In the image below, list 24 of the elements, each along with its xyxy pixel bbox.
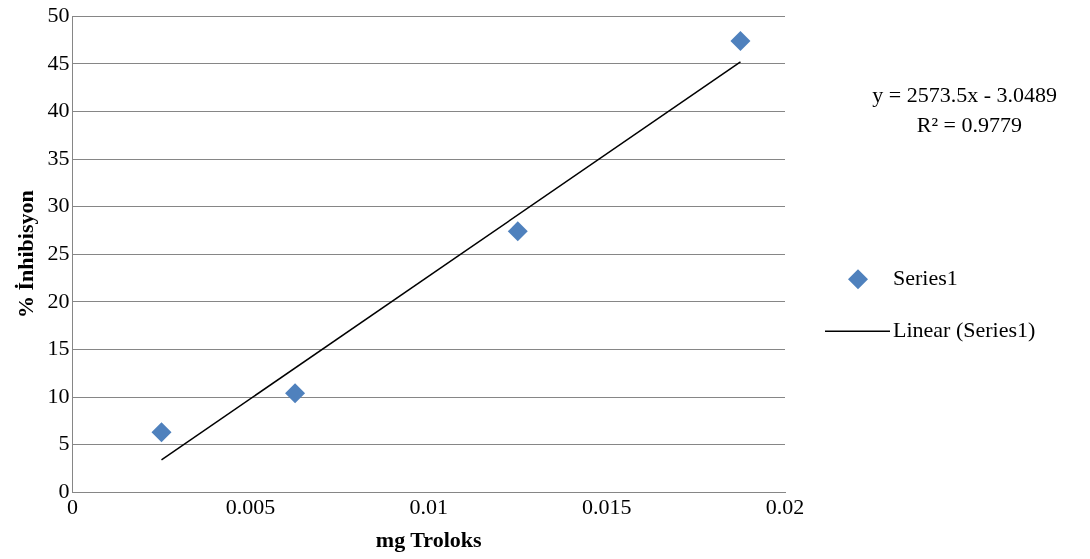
x-tick-label: 0.005	[225, 494, 276, 520]
x-tick-label: 0.02	[765, 494, 805, 520]
y-tick-label: 10	[47, 382, 70, 408]
y-tick-label: 45	[47, 49, 70, 75]
y-tick-label: 30	[47, 192, 70, 218]
y-tick-label: 35	[47, 144, 70, 170]
text: y = 2573.5x - 3.0489	[872, 81, 1057, 107]
y-tick-label: 25	[47, 239, 70, 265]
y-tick-label: 40	[47, 97, 70, 123]
y-tick-label: 5	[58, 430, 70, 456]
y-tick-label: 20	[47, 287, 70, 313]
point	[507, 221, 528, 242]
legend-label: Series1	[893, 264, 958, 290]
x-tick-label: 0.015	[582, 494, 632, 520]
text: R² = 0.9779	[916, 111, 1022, 137]
x-axis-title: mg Troloks	[375, 527, 483, 553]
y-tick-label: 50	[47, 1, 70, 27]
y-tick-label: 15	[47, 335, 70, 361]
point	[285, 383, 306, 404]
point	[730, 30, 751, 51]
x-tick-label: 0.01	[409, 494, 448, 520]
legend-label: Linear (Series1)	[893, 316, 1036, 342]
point	[151, 422, 172, 443]
y-axis-title: % İnhibisyon	[12, 190, 38, 319]
